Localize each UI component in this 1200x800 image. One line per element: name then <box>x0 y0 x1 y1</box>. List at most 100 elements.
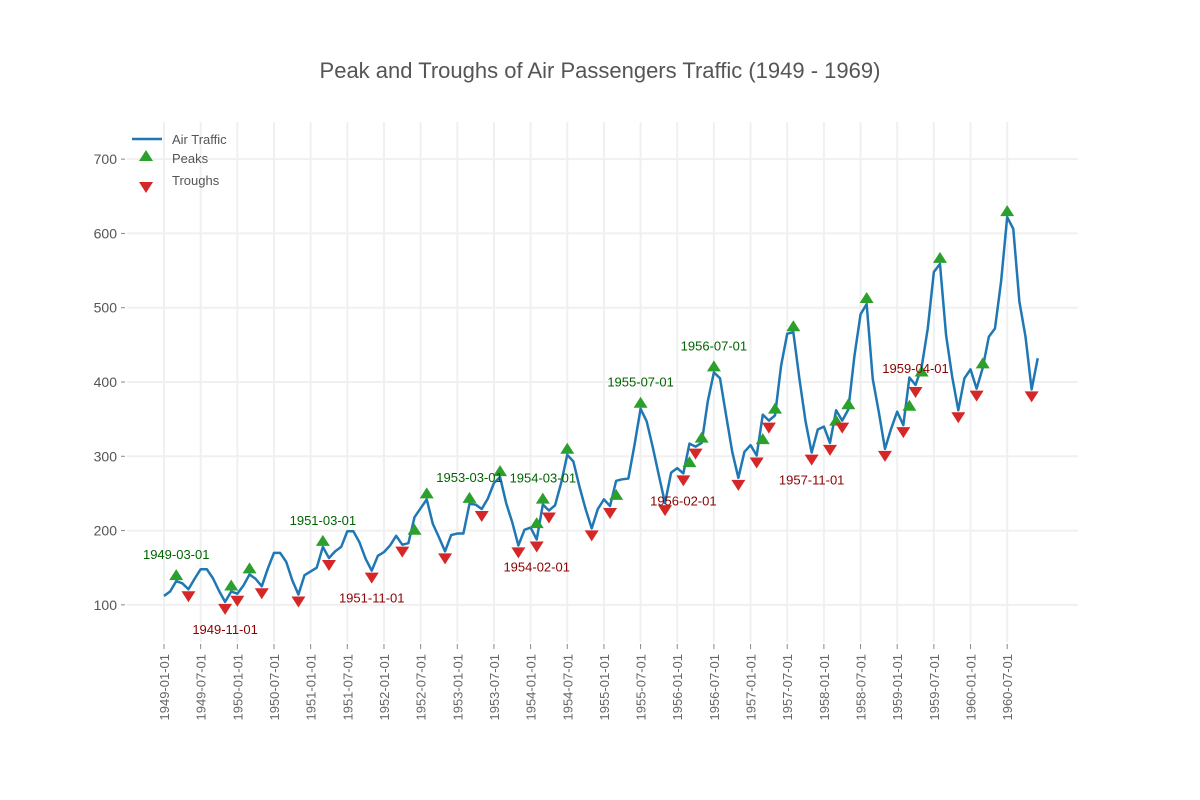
trough-marker <box>658 505 673 517</box>
trough-marker <box>321 560 336 572</box>
trough-marker <box>896 427 911 439</box>
trough-marker <box>511 547 526 559</box>
peak-marker <box>755 433 770 445</box>
peak-marker <box>169 569 184 581</box>
x-tick-label: 1953-07-01 <box>487 654 502 721</box>
peak-marker <box>493 465 508 477</box>
x-tick-label: 1949-07-01 <box>194 654 209 721</box>
peak-marker <box>932 251 947 263</box>
trough-annotation: 1951-11-01 <box>339 591 405 606</box>
y-axis: 100 200 300 400 500 600 700 <box>94 151 125 613</box>
y-tick-label: 100 <box>94 597 118 613</box>
peak-marker <box>914 365 929 377</box>
x-tick-label: 1949-01-01 <box>157 654 172 721</box>
x-tick-label: 1955-01-01 <box>597 654 612 721</box>
trough-marker <box>218 603 233 615</box>
trough-marker <box>804 454 819 466</box>
y-tick-label: 200 <box>94 523 118 539</box>
peak-annotation: 1955-07-01 <box>607 375 674 390</box>
legend-trough-swatch <box>139 182 153 193</box>
trough-marker <box>951 412 966 424</box>
trough-annotation: 1956-02-01 <box>650 493 717 508</box>
trough-annotation: 1959-04-01 <box>882 361 949 376</box>
peak-annotation: 1956-07-01 <box>681 338 748 353</box>
x-tick-label: 1955-07-01 <box>634 654 649 721</box>
peak-marker <box>535 492 550 504</box>
x-tick-label: 1954-07-01 <box>560 654 575 721</box>
trough-marker <box>291 596 306 608</box>
trough-marker <box>364 572 379 584</box>
peak-marker <box>975 357 990 369</box>
trough-marker <box>230 595 245 607</box>
peak-marker <box>224 579 239 591</box>
trough-marker <box>761 422 776 434</box>
x-tick-label: 1958-07-01 <box>854 654 869 721</box>
x-tick-label: 1954-01-01 <box>524 654 539 721</box>
peak-marker <box>859 292 874 303</box>
peak-annotation: 1953-03-01 <box>436 470 503 485</box>
x-tick-label: 1959-01-01 <box>890 654 905 721</box>
markers-layer <box>169 205 1039 615</box>
x-tick-label: 1957-07-01 <box>780 654 795 721</box>
trough-annotation: 1949-11-01 <box>192 622 258 637</box>
legend-entry-troughs: Troughs <box>172 173 220 188</box>
x-tick-label: 1956-01-01 <box>670 654 685 721</box>
peak-marker <box>768 402 782 414</box>
trough-marker <box>529 541 544 553</box>
x-tick-label: 1957-01-01 <box>744 654 759 721</box>
peak-annotation: 1949-03-01 <box>143 547 210 562</box>
x-tick-label: 1959-07-01 <box>927 654 942 721</box>
peak-marker <box>242 562 257 574</box>
trough-marker <box>822 444 837 456</box>
peak-marker <box>609 488 624 500</box>
trough-marker <box>474 511 489 523</box>
x-tick-label: 1960-01-01 <box>964 654 979 721</box>
trough-marker <box>731 479 746 491</box>
peak-marker <box>560 442 575 454</box>
trough-marker <box>181 591 196 603</box>
legend-peak-swatch <box>139 150 153 161</box>
trough-marker <box>603 508 618 520</box>
trough-marker <box>438 553 453 565</box>
peak-marker <box>462 491 477 503</box>
peak-marker <box>682 456 697 468</box>
peak-annotation: 1951-03-01 <box>290 513 357 528</box>
peak-marker <box>407 523 422 535</box>
trough-marker <box>395 546 410 558</box>
y-tick-label: 700 <box>94 151 118 167</box>
x-tick-label: 1952-07-01 <box>414 654 429 721</box>
trough-marker <box>254 588 269 600</box>
series-line-air-traffic <box>163 215 1039 604</box>
x-tick-label: 1950-01-01 <box>230 654 245 721</box>
peak-marker <box>315 534 330 546</box>
trough-annotation: 1957-11-01 <box>779 473 845 488</box>
trough-marker <box>969 390 984 402</box>
peak-marker <box>529 517 544 529</box>
y-tick-label: 600 <box>94 225 118 241</box>
peak-marker <box>706 360 721 372</box>
trough-annotation: 1954-02-01 <box>503 559 570 574</box>
y-tick-label: 300 <box>94 448 118 464</box>
x-tick-label: 1960-07-01 <box>1000 654 1015 721</box>
x-tick-label: 1952-01-01 <box>377 654 392 721</box>
x-tick-label: 1951-07-01 <box>340 654 355 721</box>
series-layer <box>163 215 1039 604</box>
peak-annotation: 1954-03-01 <box>510 471 577 486</box>
trough-marker <box>584 530 599 542</box>
x-tick-label: 1951-01-01 <box>304 654 319 721</box>
trough-marker <box>676 475 691 487</box>
legend-entry-peaks: Peaks <box>172 151 209 166</box>
x-tick-label: 1950-07-01 <box>267 654 282 721</box>
trough-marker <box>908 386 923 398</box>
chart-title: Peak and Troughs of Air Passengers Traff… <box>320 58 881 83</box>
trough-marker <box>877 450 892 462</box>
peak-marker <box>633 396 648 408</box>
peak-marker <box>902 399 917 411</box>
legend-entry-air-traffic: Air Traffic <box>172 132 227 147</box>
annotations-layer: 1949-03-01 1951-03-01 1953-03-01 1954-03-01… <box>143 338 949 637</box>
peak-marker <box>1000 205 1015 217</box>
peak-marker <box>841 398 856 410</box>
x-tick-label: 1958-01-01 <box>817 654 832 721</box>
y-tick-label: 400 <box>94 374 118 390</box>
